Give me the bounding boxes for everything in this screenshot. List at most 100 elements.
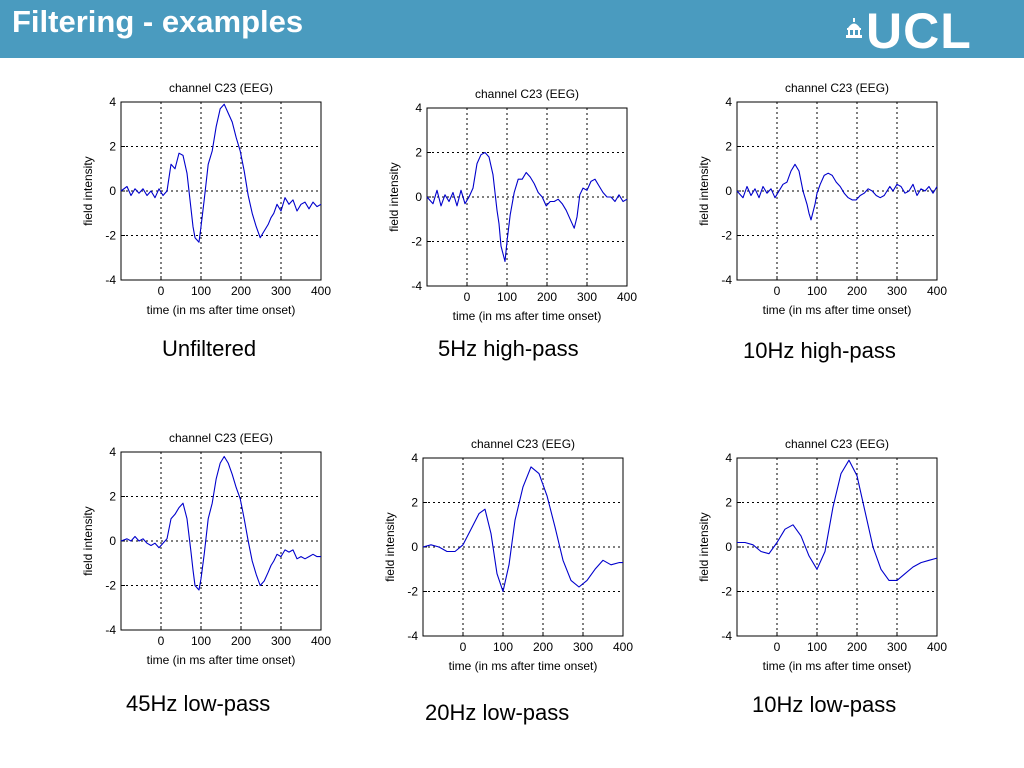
y-tick-label: 2 — [411, 496, 418, 510]
y-tick-label: 0 — [109, 184, 116, 198]
y-axis-label: field intensity — [383, 512, 397, 581]
x-tick-label: 200 — [537, 290, 557, 304]
x-tick-label: 200 — [847, 284, 867, 298]
y-tick-label: 4 — [725, 451, 732, 465]
plot-10hz-low-pass: 0 100 200 300 400 4 2 0 -2 -4 channel C23 (EEG) tim… — [688, 430, 958, 680]
x-tick-label: 0 — [158, 284, 165, 298]
x-tick-label: 300 — [271, 634, 291, 648]
caption-5hz-high-pass: 5Hz high-pass — [438, 336, 579, 361]
y-tick-label: 4 — [415, 101, 422, 115]
x-axis-label: time (in ms after time onset) — [449, 659, 598, 673]
x-tick-label: 100 — [191, 284, 211, 298]
y-tick-label: 2 — [109, 140, 116, 154]
ucl-dome-icon — [846, 18, 862, 38]
y-tick-label: 4 — [411, 451, 418, 465]
x-axis-label: time (in ms after time onset) — [763, 659, 912, 673]
x-axis-label: time (in ms after time onset) — [453, 309, 602, 323]
y-tick-label: -2 — [407, 585, 418, 599]
y-axis-label: field intensity — [81, 156, 95, 225]
x-tick-label: 0 — [158, 634, 165, 648]
x-axis-label: time (in ms after time onset) — [147, 303, 296, 317]
chart-svg: 0 100 200 300 400 4 2 0 -2 -4 channel C23 (EEG) tim… — [387, 87, 637, 323]
x-tick-label: 0 — [460, 640, 467, 654]
x-tick-label: 300 — [577, 290, 597, 304]
eeg-series-line — [736, 163, 938, 221]
chart-svg: 0 100 200 300 400 4 2 0 -2 -4 channel C23 (EEG) tim… — [383, 437, 633, 673]
y-axis-label: field intensity — [697, 512, 711, 581]
x-tick-label: 200 — [231, 284, 251, 298]
caption-10hz-high-pass: 10Hz high-pass — [743, 338, 896, 363]
chart-svg: 0 100 200 300 400 4 2 0 -2 -4 channel C23 (EEG) tim… — [697, 81, 947, 317]
chart-title: channel C23 (EEG) — [475, 87, 579, 101]
x-tick-label: 100 — [191, 634, 211, 648]
x-tick-label: 300 — [573, 640, 593, 654]
y-tick-label: 0 — [725, 184, 732, 198]
y-tick-label: -4 — [407, 629, 418, 643]
y-axis-label: field intensity — [697, 156, 711, 225]
y-tick-label: 2 — [109, 490, 116, 504]
y-tick-label: 4 — [109, 95, 116, 109]
eeg-series-line — [426, 151, 628, 263]
y-tick-label: -2 — [411, 235, 422, 249]
caption-45hz-low-pass: 45Hz low-pass — [126, 691, 271, 716]
chart-title: channel C23 (EEG) — [471, 437, 575, 451]
chart-svg: 0 100 200 300 400 4 2 0 -2 -4 channel C23 (EEG) tim… — [81, 431, 331, 667]
x-tick-label: 0 — [464, 290, 471, 304]
x-tick-label: 100 — [493, 640, 513, 654]
x-tick-label: 400 — [927, 284, 947, 298]
chart-svg: 0 100 200 300 400 4 2 0 -2 -4 channel C23 (EEG) tim… — [697, 437, 947, 673]
slide-title: Filtering - examples — [12, 4, 304, 39]
y-tick-label: -4 — [721, 273, 732, 287]
y-tick-label: -2 — [721, 229, 732, 243]
x-tick-label: 400 — [311, 284, 331, 298]
x-tick-label: 100 — [497, 290, 517, 304]
x-tick-label: 300 — [887, 284, 907, 298]
y-tick-label: 2 — [725, 140, 732, 154]
x-tick-label: 0 — [774, 640, 781, 654]
x-tick-label: 0 — [774, 284, 781, 298]
plot-20hz-low-pass: 0 100 200 300 400 4 2 0 -2 -4 channel C23 (EEG) tim… — [374, 430, 644, 680]
x-tick-label: 200 — [231, 634, 251, 648]
y-tick-label: 0 — [415, 190, 422, 204]
y-tick-label: -2 — [721, 585, 732, 599]
y-tick-label: -2 — [105, 229, 116, 243]
x-tick-label: 100 — [807, 640, 827, 654]
y-tick-label: -4 — [411, 279, 422, 293]
ucl-logo: UCL — [846, 3, 996, 59]
y-axis-label: field intensity — [387, 162, 401, 231]
eeg-series-line — [120, 455, 321, 591]
y-tick-label: 0 — [725, 540, 732, 554]
y-tick-label: 4 — [725, 95, 732, 109]
caption-20hz-low-pass: 20Hz low-pass — [425, 700, 570, 725]
plot-10hz-high-pass: 0 100 200 300 400 4 2 0 -2 -4 channel C23 (EEG) tim… — [688, 74, 958, 324]
y-tick-label: 2 — [415, 146, 422, 160]
x-tick-label: 100 — [807, 284, 827, 298]
y-tick-label: 4 — [109, 445, 116, 459]
chart-title: channel C23 (EEG) — [785, 437, 889, 451]
y-tick-label: -2 — [105, 579, 116, 593]
y-axis-label: field intensity — [81, 506, 95, 575]
x-tick-label: 400 — [613, 640, 633, 654]
x-axis-label: time (in ms after time onset) — [763, 303, 912, 317]
plot-unfiltered: 0 100 200 300 400 4 2 0 -2 -4 channel C23 (EEG) tim… — [72, 74, 342, 324]
x-tick-label: 300 — [887, 640, 907, 654]
x-axis-label: time (in ms after time onset) — [147, 653, 296, 667]
y-tick-label: 0 — [109, 534, 116, 548]
chart-title: channel C23 (EEG) — [785, 81, 889, 95]
x-tick-label: 300 — [271, 284, 291, 298]
y-tick-label: -4 — [105, 623, 116, 637]
eeg-series-line — [120, 103, 322, 243]
x-tick-label: 400 — [311, 634, 331, 648]
x-tick-label: 400 — [927, 640, 947, 654]
chart-title: channel C23 (EEG) — [169, 431, 273, 445]
plot-5hz-high-pass: 0 100 200 300 400 4 2 0 -2 -4 channel C23 (EEG) tim… — [378, 80, 648, 330]
chart-title: channel C23 (EEG) — [169, 81, 273, 95]
y-tick-label: -4 — [721, 629, 732, 643]
eeg-series-line — [737, 459, 938, 581]
y-tick-label: -4 — [105, 273, 116, 287]
x-tick-label: 200 — [847, 640, 867, 654]
eeg-series-line — [422, 466, 623, 593]
y-tick-label: 0 — [411, 540, 418, 554]
x-tick-label: 200 — [533, 640, 553, 654]
caption-unfiltered: Unfiltered — [162, 336, 257, 361]
